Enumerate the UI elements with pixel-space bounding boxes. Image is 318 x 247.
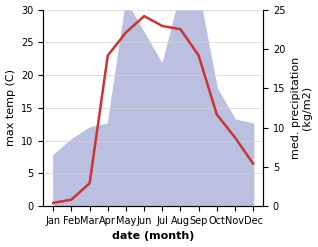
X-axis label: date (month): date (month) [112, 231, 194, 242]
Y-axis label: med. precipitation
(kg/m2): med. precipitation (kg/m2) [291, 57, 313, 159]
Y-axis label: max temp (C): max temp (C) [5, 69, 16, 146]
